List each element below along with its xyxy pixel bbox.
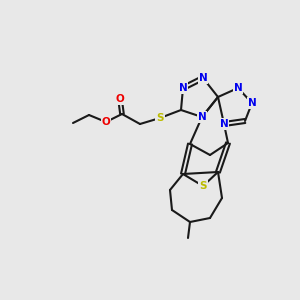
Text: N: N xyxy=(248,98,256,108)
Text: N: N xyxy=(199,73,207,83)
Text: N: N xyxy=(198,112,206,122)
Text: S: S xyxy=(199,181,207,191)
Text: O: O xyxy=(102,117,110,127)
Text: S: S xyxy=(156,113,164,123)
Text: N: N xyxy=(220,119,228,129)
Text: N: N xyxy=(234,83,242,93)
Text: O: O xyxy=(116,94,124,104)
Text: N: N xyxy=(178,83,188,93)
